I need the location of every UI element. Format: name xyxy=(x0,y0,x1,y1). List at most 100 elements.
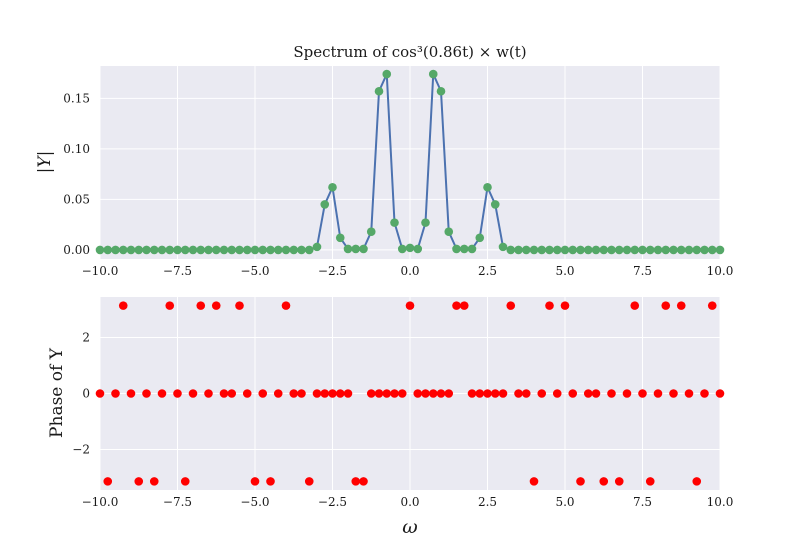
magnitude-point xyxy=(475,233,485,243)
phase-point xyxy=(638,389,647,398)
magnitude-point xyxy=(591,245,601,255)
magnitude-point xyxy=(188,245,198,255)
magnitude-point xyxy=(304,245,314,255)
phase-point xyxy=(444,389,454,398)
magnitude-point xyxy=(126,245,136,255)
phase-x-tick-label: −10.0 xyxy=(82,495,119,509)
phase-point xyxy=(521,389,531,398)
phase-point xyxy=(467,389,477,398)
magnitude-point xyxy=(266,245,275,255)
magnitude-point xyxy=(568,245,578,255)
magnitude-point xyxy=(715,245,725,255)
magnitude-point xyxy=(219,245,229,255)
magnitude-x-tick-label: 0.0 xyxy=(400,264,419,278)
magnitude-point xyxy=(397,244,407,254)
magnitude-point xyxy=(583,245,593,255)
magnitude-point xyxy=(444,227,454,237)
phase-point xyxy=(514,389,523,398)
phase-point xyxy=(614,477,624,486)
magnitude-point xyxy=(390,218,399,227)
magnitude-x-tick-label: −2.5 xyxy=(318,264,347,278)
phase-point xyxy=(157,389,167,398)
phase-y-tick-label: 0 xyxy=(82,387,90,401)
magnitude-point xyxy=(645,245,655,255)
phase-x-tick-label: −7.5 xyxy=(163,495,192,509)
phase-point xyxy=(545,301,554,310)
phase-point xyxy=(173,389,182,398)
phase-point xyxy=(599,477,609,486)
magnitude-point xyxy=(374,86,384,96)
phase-x-tick-labels: −10.0 −7.5 −5.0 −2.5 0.0 2.5 5.0 7.5 10.0 xyxy=(82,495,734,509)
magnitude-y-tick-label: 0.15 xyxy=(63,91,90,105)
phase-point xyxy=(180,477,190,486)
phase-point xyxy=(452,301,461,310)
magnitude-point xyxy=(196,245,206,255)
phase-x-tick-label: 2.5 xyxy=(478,495,497,509)
phase-point xyxy=(560,301,570,310)
phase-point xyxy=(142,389,151,398)
phase-point xyxy=(320,389,330,398)
magnitude-point xyxy=(366,227,376,237)
magnitude-point xyxy=(599,245,609,255)
phase-point xyxy=(436,389,446,398)
phase-y-axis-label: Phase of Y xyxy=(47,347,67,438)
magnitude-point xyxy=(483,182,492,192)
phase-x-tick-label: −5.0 xyxy=(240,495,269,509)
magnitude-point xyxy=(413,244,423,254)
phase-point xyxy=(118,301,128,310)
phase-point xyxy=(188,389,198,398)
phase-series xyxy=(95,301,725,486)
phase-point xyxy=(281,301,291,310)
magnitude-point xyxy=(521,245,531,255)
phase-point xyxy=(134,477,144,486)
magnitude-y-tick-label: 0.05 xyxy=(63,192,90,206)
phase-point xyxy=(421,389,430,398)
phase-point xyxy=(583,389,593,398)
phase-point xyxy=(700,389,709,398)
magnitude-point xyxy=(204,245,213,255)
magnitude-point xyxy=(343,244,353,254)
magnitude-point xyxy=(320,200,330,209)
magnitude-x-tick-label: 5.0 xyxy=(555,264,574,278)
magnitude-point xyxy=(614,245,624,255)
magnitude-point xyxy=(576,245,585,255)
magnitude-x-tick-label: 2.5 xyxy=(478,264,497,278)
phase-point xyxy=(537,389,547,398)
phase-plot: −10.0 −7.5 −5.0 −2.5 0.0 2.5 5.0 7.5 10.0 −2 0 2 P… xyxy=(47,297,733,538)
phase-point xyxy=(483,389,492,398)
magnitude-point xyxy=(289,245,299,255)
phase-point xyxy=(95,389,105,398)
phase-point xyxy=(297,389,306,398)
magnitude-point xyxy=(227,245,237,255)
magnitude-y-tick-labels: 0.00 0.05 0.10 0.15 xyxy=(63,91,90,257)
phase-point xyxy=(405,301,415,310)
magnitude-point xyxy=(537,245,547,255)
phase-point xyxy=(149,477,159,486)
magnitude-x-tick-label: −7.5 xyxy=(163,264,192,278)
phase-point xyxy=(428,389,438,398)
phase-point xyxy=(103,477,113,486)
magnitude-point xyxy=(273,245,283,255)
magnitude-point xyxy=(118,245,128,255)
magnitude-point xyxy=(258,245,268,255)
magnitude-point xyxy=(173,245,182,255)
phase-point xyxy=(204,389,213,398)
magnitude-y-axis-label: |Y| xyxy=(35,151,55,174)
magnitude-y-tick-label: 0.00 xyxy=(63,243,90,257)
magnitude-point xyxy=(382,69,392,79)
magnitude-point xyxy=(669,245,678,255)
phase-point xyxy=(498,389,508,398)
phase-y-tick-label: −2 xyxy=(72,442,90,456)
magnitude-point xyxy=(359,244,368,254)
magnitude-y-tick-label: 0.10 xyxy=(63,142,90,156)
magnitude-point xyxy=(312,242,322,252)
magnitude-point xyxy=(452,244,461,254)
phase-point xyxy=(684,389,694,398)
phase-x-tick-label: −2.5 xyxy=(318,495,347,509)
magnitude-point xyxy=(250,245,260,255)
phase-point xyxy=(459,301,469,310)
magnitude-point xyxy=(622,245,632,255)
phase-point xyxy=(111,389,120,398)
phase-x-tick-label: 7.5 xyxy=(633,495,652,509)
phase-y-tick-label: 2 xyxy=(82,331,90,345)
